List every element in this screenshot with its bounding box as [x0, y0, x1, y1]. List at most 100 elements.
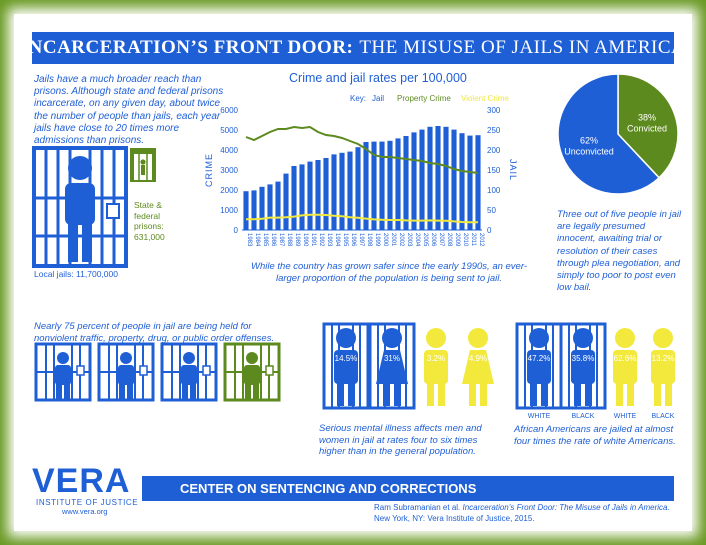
legend-item: Jail: [372, 94, 384, 103]
year-tick-label: 2000: [382, 233, 388, 247]
four-cells-illustration: [34, 342, 281, 402]
jail-bar: [267, 184, 273, 230]
pie-slice-convicted: [617, 73, 679, 179]
race-illustration: 47.2% WHITE 35.8% BLACK 62.6% WHITE 13.2% BLACK: [515, 322, 675, 420]
jail-bar: [419, 129, 425, 230]
person-head: [573, 328, 593, 348]
local-jail-label: Local jails: 11,700,000: [34, 269, 118, 279]
person-leg: [190, 384, 196, 399]
man-icon: 13.2% BLACK: [651, 328, 675, 420]
person-leg: [394, 382, 401, 406]
mental-illness-illustration: 14.5% 31% 3.2% 4.9%: [322, 322, 494, 410]
person-leg: [119, 384, 125, 399]
person-head: [615, 328, 635, 348]
year-tick-label: 1996: [350, 233, 356, 247]
jail-bar: [323, 158, 329, 230]
person-head: [336, 328, 356, 348]
race-label: WHITE: [614, 413, 637, 420]
person-leg: [127, 384, 133, 399]
jail-bar: [283, 173, 289, 230]
jail-bar: [299, 164, 305, 230]
jail-cell-icon: [97, 342, 155, 402]
year-tick-label: 2007: [438, 233, 444, 247]
left-tick-label: 0: [234, 226, 239, 235]
person-leg: [480, 382, 487, 406]
vera-url-link[interactable]: www.vera.org: [62, 507, 108, 516]
person-leg: [427, 382, 434, 406]
jail-cell-icon: [160, 342, 218, 402]
person-body: [244, 365, 260, 385]
percent-label: 31%: [384, 354, 400, 363]
left-tick-label: 2000: [220, 186, 238, 195]
left-tick-label: 1000: [220, 206, 238, 215]
jail-cell-icon: [223, 342, 281, 402]
right-tick-label: 200: [487, 146, 501, 155]
jail-bar: [443, 126, 449, 230]
person-head: [653, 328, 673, 348]
vera-subtitle: INSTITUTE OF JUSTICE: [36, 498, 139, 507]
person-leg: [585, 382, 592, 406]
lock-icon: [76, 365, 85, 376]
year-tick-label: 2010: [462, 233, 468, 247]
year-tick-label: 2006: [430, 233, 436, 247]
year-tick-label: 2005: [422, 233, 428, 247]
year-tick-label: 1998: [366, 233, 372, 247]
percent-label: 47.2%: [528, 354, 551, 363]
person-leg: [469, 382, 476, 406]
jail-bar: [315, 160, 321, 230]
percent-label: 4.9%: [469, 354, 487, 363]
vera-wordmark: VERA: [32, 462, 131, 500]
race-text: African Americans are jailed at almost f…: [514, 424, 676, 447]
jail-cell-frame: [32, 146, 128, 268]
right-tick-label: 250: [487, 126, 501, 135]
cell-frame: [368, 322, 416, 410]
jail-bar: [355, 147, 361, 230]
violent-crime-line: [246, 213, 478, 224]
right-axis-label: JAIL: [508, 159, 518, 181]
state-prison-label: State & federal prisons: 631,000: [134, 200, 165, 242]
year-tick-label: 1987: [278, 233, 284, 247]
percent-label: 35.8%: [572, 354, 595, 363]
jail-bar: [347, 151, 353, 230]
race-label: BLACK: [652, 413, 675, 420]
jail-bar: [459, 133, 465, 230]
jail-bar: [467, 135, 473, 230]
mental-illness-text: Serious mental illness affects men and w…: [319, 423, 482, 457]
left-tick-label: 6000: [220, 106, 238, 115]
left-tick-label: 4000: [220, 146, 238, 155]
person-dress: [462, 350, 494, 384]
lock-icon: [139, 365, 148, 376]
footer-bar: CENTER ON SENTENCING AND CORRECTIONS: [114, 476, 674, 501]
percent-label: 62.6%: [614, 354, 637, 363]
year-tick-label: 2011: [470, 233, 476, 247]
man-icon: 14.5%: [322, 322, 370, 410]
person-leg: [627, 382, 634, 406]
percent-label: 13.2%: [652, 354, 675, 363]
race-label: WHITE: [528, 413, 551, 420]
jail-bar: [307, 161, 313, 230]
year-tick-label: 1994: [334, 233, 340, 247]
pie-category-label: Unconvicted: [564, 146, 614, 156]
year-tick-label: 1985: [262, 233, 268, 247]
infographic-page: INCARCERATION’S FRONT DOOR: THE MISUSE O…: [14, 14, 692, 531]
year-tick-label: 1983: [246, 233, 252, 247]
local-jail-illustration: [32, 146, 156, 268]
property-crime-line: [245, 125, 479, 174]
jail-bar: [451, 129, 457, 230]
person-body: [613, 350, 637, 384]
year-tick-label: 2009: [454, 233, 460, 247]
man-icon: 47.2% WHITE: [515, 322, 563, 420]
year-tick-label: 1992: [318, 233, 324, 247]
person-leg: [182, 384, 188, 399]
pie-percent-label: 38%: [638, 113, 656, 123]
jail-bars: [34, 148, 126, 266]
jail-bar: [251, 190, 257, 230]
legend-item: Violent Crime: [461, 94, 509, 103]
left-axis-label: CRIME: [204, 153, 214, 187]
person-body: [181, 365, 197, 385]
percent-label: 14.5%: [335, 354, 358, 363]
year-tick-label: 1988: [286, 233, 292, 247]
person-leg: [245, 384, 251, 399]
year-tick-label: 2012: [478, 233, 484, 247]
person-head: [120, 352, 132, 364]
